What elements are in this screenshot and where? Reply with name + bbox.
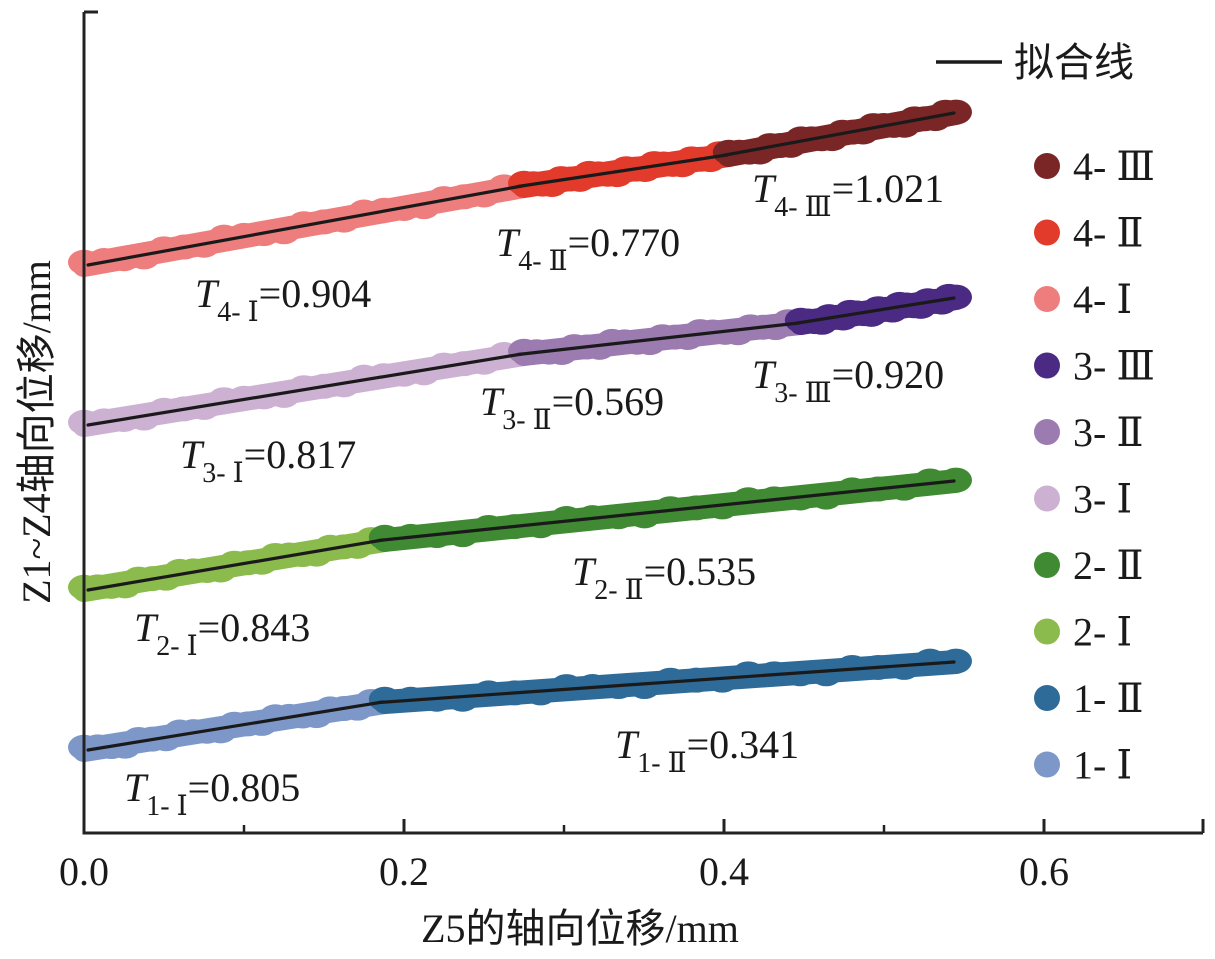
legend-fit-line-label: 拟合线 [1014,40,1134,85]
legend-marker [1034,685,1060,711]
legend-label: 4- Ⅲ [1073,144,1155,189]
legend: 拟合线 4- Ⅲ 4- Ⅱ 4- Ⅰ 3- Ⅲ 3- Ⅱ 3- Ⅰ 2- Ⅱ 2- Ⅰ 1- Ⅱ 1… [936,40,1155,788]
data-point [628,503,661,529]
fit-line-2-1 [86,352,524,427]
data-point [524,513,557,539]
annotation-3: T4- Ⅰ=0.904 [195,271,371,328]
data-point [888,654,921,680]
fit-line-3-1 [86,538,385,592]
data-point [940,284,972,310]
legend-marker [1034,286,1060,312]
legend-marker [1034,352,1060,379]
annotation-2: T4- Ⅱ=0.770 [496,220,680,277]
data-point [940,467,972,493]
data-point [654,667,687,693]
annotation-4: T3- Ⅲ=0.920 [752,352,944,409]
data-point [836,477,869,503]
data-point [888,475,921,501]
fit-line-4-1 [86,700,385,752]
legend-label: 3- Ⅲ [1073,344,1155,389]
legend-label: 2- Ⅱ [1073,543,1144,588]
annotations: T4- Ⅲ=1.021 T4- Ⅱ=0.770 T4- Ⅰ=0.904 T3- Ⅲ=0… [124,166,944,822]
data-point [550,674,583,700]
annotation-9: T1- Ⅱ=0.341 [615,722,799,779]
data-point [940,99,972,125]
fit-line-1-2 [516,153,729,189]
legend-label: 4- Ⅱ [1073,211,1144,256]
fit-line-1-3 [721,111,956,158]
data-point [368,686,401,712]
data-point [654,496,687,522]
data-point [706,494,739,520]
x-tick-label: 0.2 [379,849,429,894]
legend-label: 2- Ⅰ [1073,610,1132,655]
legend-marker [1034,219,1060,246]
x-tick-label: 0.4 [699,849,749,894]
annotation-5: T3- Ⅱ=0.569 [480,379,664,436]
data-point [732,661,765,687]
data-point [732,487,765,513]
x-tick-label: 0.6 [1019,849,1069,894]
legend-label: 1- Ⅰ [1073,743,1132,788]
data-point [368,524,401,550]
fit-line-3-2 [377,479,956,543]
data-point [836,654,869,680]
legend-marker [1034,751,1060,778]
data-point [628,674,661,700]
legend-label: 4- Ⅰ [1073,277,1132,322]
annotation-10: T1- Ⅰ=0.805 [124,765,300,822]
data-point [472,514,505,540]
annotation-8: T2- Ⅰ=0.843 [134,605,310,662]
legend-marker [1034,485,1060,512]
legend-label: 1- Ⅱ [1073,676,1144,721]
fit-line-2-2 [516,321,801,357]
data-point [914,648,947,674]
x-tick-label: 0.0 [59,849,109,894]
data-point [810,484,843,510]
data-point [810,661,843,687]
data-point [446,686,479,712]
y-axis-label: Z1~Z4轴向位移/mm [14,260,59,604]
legend-marker [1034,618,1060,645]
fit-line-2-3 [793,296,956,326]
fit-line-1-1 [86,184,524,267]
legend-marker [1034,552,1060,578]
axes [82,10,1205,835]
data-point [940,648,972,674]
data-point [524,680,557,706]
data-point [550,506,583,532]
data-point [914,468,947,494]
annotation-6: T3- Ⅰ=0.817 [180,432,356,489]
legend-label: 3- Ⅰ [1073,477,1132,522]
data-point [446,522,479,548]
x-tick-labels: 0.0 0.2 0.4 0.6 [59,849,1069,894]
annotation-1: T4- Ⅲ=1.021 [752,166,944,223]
legend-marker [1034,419,1060,445]
legend-label: 3- Ⅱ [1073,410,1144,455]
x-axis-label: Z5的轴向位移/mm [421,906,739,951]
legend-marker [1034,153,1060,179]
data-point [472,680,505,706]
fit-line-4-2 [377,660,956,705]
annotation-7: T2- Ⅱ=0.535 [572,549,756,606]
fit-lines [86,111,956,752]
data-point [706,667,739,693]
